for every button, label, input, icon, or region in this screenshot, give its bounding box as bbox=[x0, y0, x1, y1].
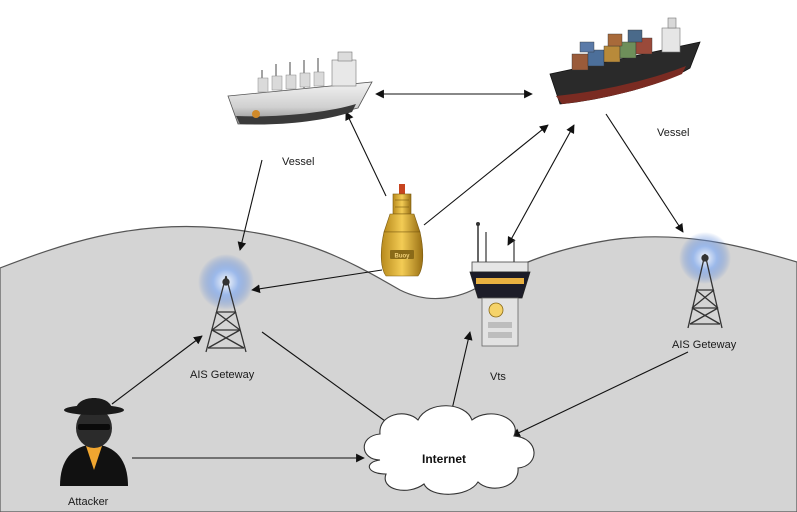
edge-vessel-right-to-ais-right bbox=[605, 113, 684, 233]
edge-attacker-to-ais-left bbox=[111, 335, 203, 405]
land-area bbox=[0, 225, 797, 512]
edge-vessel-left-to-ais-left bbox=[237, 159, 263, 251]
edge-vts-vessel-right bbox=[507, 124, 575, 246]
attacker-label: Attacker bbox=[68, 496, 109, 508]
vessel-right-label: Vessel bbox=[657, 127, 689, 139]
antenna-tower-icon bbox=[687, 253, 723, 329]
buoy-icon: Buoy bbox=[380, 184, 424, 277]
edge-ais-right-to-internet bbox=[511, 351, 689, 437]
hacker-icon bbox=[60, 398, 128, 486]
ais-gateway-left-label: AIS Geteway bbox=[190, 369, 255, 381]
vessel-left[interactable]: Vessel bbox=[227, 51, 373, 168]
attacker[interactable]: Attacker bbox=[60, 398, 128, 508]
buoy-plate-text: Buoy bbox=[395, 254, 411, 260]
edge-vts-internet bbox=[447, 331, 473, 419]
container-ship-icon bbox=[549, 17, 701, 105]
ship-icon bbox=[227, 51, 373, 125]
vts-label: Vts bbox=[490, 371, 506, 383]
vessel-right[interactable]: Vessel bbox=[549, 17, 701, 139]
edge-ais-left-to-internet bbox=[261, 331, 393, 427]
vts-tower-icon bbox=[469, 222, 531, 347]
cloud-icon bbox=[363, 405, 535, 495]
internet-label: Internet bbox=[422, 452, 466, 466]
edge-buoy-to-vessel-left bbox=[345, 111, 387, 197]
edge-buoy-to-vessel-right bbox=[423, 124, 549, 226]
vessel-left-label: Vessel bbox=[282, 156, 314, 168]
ais-gateway-right[interactable]: AIS Geteway bbox=[672, 232, 737, 351]
internet-cloud[interactable]: Internet bbox=[363, 405, 535, 495]
vts-tower[interactable]: Vts bbox=[469, 222, 531, 383]
edges bbox=[111, 89, 689, 463]
ais-gateway-left[interactable]: AIS Geteway bbox=[190, 254, 255, 381]
edge-buoy-to-ais-left bbox=[251, 269, 383, 294]
ais-gateway-right-label: AIS Geteway bbox=[672, 339, 737, 351]
antenna-tower-icon bbox=[205, 275, 247, 353]
buoy[interactable]: Buoy bbox=[380, 184, 424, 277]
